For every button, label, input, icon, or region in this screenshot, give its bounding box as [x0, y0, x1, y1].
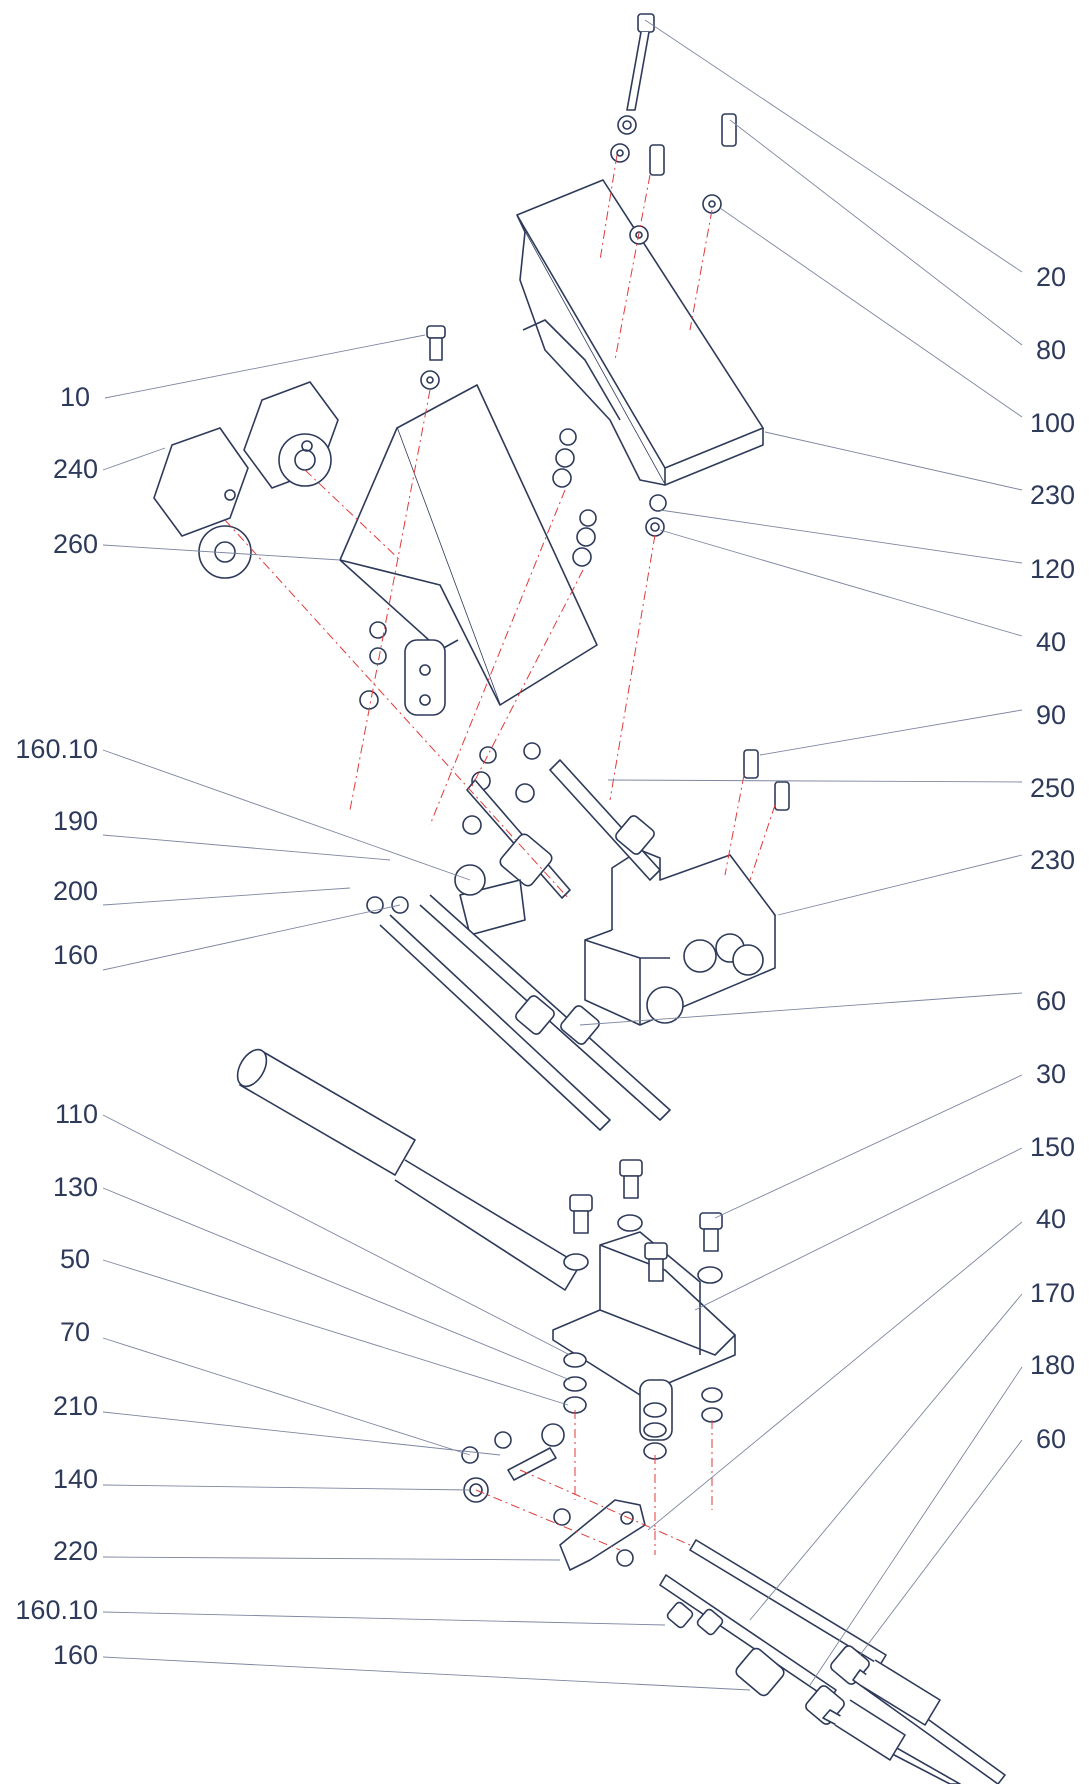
- centerlines: [224, 154, 776, 1555]
- middle-fasteners: [359, 428, 597, 835]
- callout-right-1: 20: [1036, 262, 1067, 292]
- upper-shaft-assembly: [366, 759, 661, 936]
- upper-rods: [379, 894, 671, 1131]
- bolts-90-250: [743, 749, 790, 811]
- callout-right-6: 40: [1036, 627, 1067, 657]
- callout-left-2: 240: [52, 454, 98, 484]
- callout-left-12: 210: [52, 1391, 98, 1421]
- bolt-10-part: [420, 325, 446, 390]
- middle-pedal-part: [339, 384, 598, 716]
- callout-right-12: 150: [1030, 1132, 1076, 1162]
- callout-right-15: 180: [1030, 1350, 1076, 1380]
- callout-left-6: 200: [52, 876, 98, 906]
- callout-left-16: 160: [52, 1640, 98, 1670]
- callout-right-7: 90: [1036, 700, 1067, 730]
- hex-knob-parts: [153, 381, 339, 579]
- callout-left-8: 110: [54, 1099, 98, 1129]
- long-bolt-part: [626, 13, 655, 111]
- callout-right-9: 230: [1030, 845, 1076, 875]
- callout-right-14: 170: [1030, 1278, 1076, 1308]
- upper-pedal-part: [516, 179, 764, 486]
- callout-left-1: 10: [59, 382, 90, 412]
- callout-left-7: 160: [52, 940, 98, 970]
- callout-left-15: 160.10: [15, 1595, 98, 1625]
- callout-right-3: 100: [1030, 408, 1076, 438]
- callout-right-16: 60: [1036, 1424, 1067, 1454]
- callout-left-3: 260: [52, 529, 98, 559]
- callout-right-11: 30: [1036, 1059, 1067, 1089]
- callout-left-9: 130: [52, 1172, 98, 1202]
- callout-right-8: 250: [1030, 773, 1076, 803]
- callout-left-11: 70: [59, 1317, 90, 1347]
- bolts-30: [563, 1159, 723, 1284]
- callout-right-4: 230: [1030, 480, 1076, 510]
- callout-right-10: 60: [1036, 986, 1067, 1016]
- lower-rod-assembly: [659, 1539, 1006, 1785]
- callout-right-2: 80: [1036, 335, 1067, 365]
- callout-right-5: 120: [1030, 554, 1076, 584]
- leader-lines: [102, 19, 1023, 1691]
- callout-left-10: 50: [59, 1244, 90, 1274]
- valve-block-part: [584, 849, 776, 1026]
- callout-right-13: 40: [1036, 1204, 1067, 1234]
- callout-left-4: 160.10: [15, 734, 98, 764]
- callout-left-5: 190: [52, 806, 98, 836]
- hand-lever-part: [236, 1048, 581, 1291]
- callout-left-14: 220: [52, 1536, 98, 1566]
- callout-left-13: 140: [52, 1464, 98, 1494]
